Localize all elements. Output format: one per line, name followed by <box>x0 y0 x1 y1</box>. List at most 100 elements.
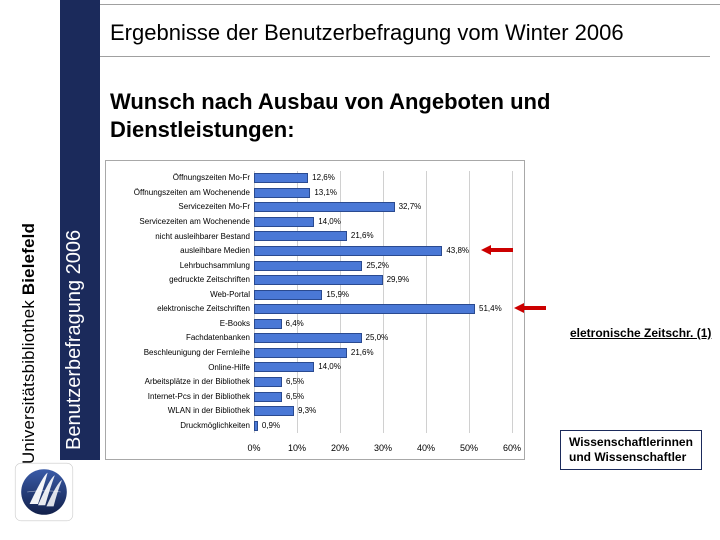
sidebar-vertical-text: Benutzerbefragung 2006 <box>63 230 85 450</box>
bar-chart: 12,6%13,1% 32,7% 14,0% 21,6% 43,8% 25,2%29,9%… <box>105 160 525 460</box>
bar-value-label: 12,6% <box>312 171 335 185</box>
plot-area: 12,6%13,1% 32,7% 14,0% 21,6% 43,8% 25,2%29,9%… <box>254 171 512 433</box>
x-tick-label: 40% <box>417 443 435 453</box>
page-title: Ergebnisse der Benutzerbefragung vom Win… <box>110 20 624 46</box>
y-tick-label: Servicezeiten Mo-Fr <box>110 200 250 214</box>
bar-row: 6,5% <box>254 389 512 404</box>
bar <box>254 173 308 183</box>
x-tick-label: 30% <box>374 443 392 453</box>
gridline <box>512 171 513 433</box>
x-tick-label: 10% <box>288 443 306 453</box>
bar-row: 21,6% <box>254 346 512 361</box>
y-tick-label: Öffnungszeiten am Wochenende <box>110 186 250 200</box>
y-tick-label: Öffnungszeiten Mo-Fr <box>110 171 250 185</box>
bar <box>254 377 282 387</box>
bar-row: 32,7% <box>254 200 512 215</box>
bar-value-label: 51,4% <box>479 302 502 316</box>
bar-row: 21,6% <box>254 229 512 244</box>
y-tick-label: ausleihbare Medien <box>110 244 250 258</box>
x-tick-label: 0% <box>247 443 260 453</box>
bar-row: 14,0% <box>254 360 512 375</box>
arrow-left-icon <box>514 303 524 313</box>
bar-value-label: 6,5% <box>286 390 304 404</box>
highlight-arrow-2 <box>514 303 546 313</box>
bar-value-label: 9,3% <box>298 404 316 418</box>
bar-row: 15,9% <box>254 287 512 302</box>
bar <box>254 275 383 285</box>
bar <box>254 231 347 241</box>
bar-row: 51,4% <box>254 302 512 317</box>
bar-value-label: 21,6% <box>351 346 374 360</box>
bar-row: 0,9% <box>254 418 512 433</box>
brand-text: Universitätsbibliothek Bielefeld <box>19 223 38 464</box>
bar-value-label: 25,2% <box>366 259 389 273</box>
slide-subtitle: Wunsch nach Ausbau von Angeboten und Die… <box>110 88 690 143</box>
bar-value-label: 14,0% <box>318 360 341 374</box>
bar <box>254 319 282 329</box>
bar-value-label: 6,4% <box>286 317 304 331</box>
bar-value-label: 29,9% <box>387 273 410 287</box>
slide: Ergebnisse der Benutzerbefragung vom Win… <box>0 0 720 540</box>
sidebar-vertical-text-wrap: Benutzerbefragung 2006 <box>60 170 100 460</box>
y-tick-label: Online-Hilfe <box>110 361 250 375</box>
x-tick-label: 50% <box>460 443 478 453</box>
x-tick-label: 20% <box>331 443 349 453</box>
bar <box>254 217 314 227</box>
bar <box>254 406 294 416</box>
bar-row: 13,1% <box>254 186 512 201</box>
bar-row: 9,3% <box>254 404 512 419</box>
y-tick-label: E-Books <box>110 317 250 331</box>
bar-value-label: 43,8% <box>446 244 469 258</box>
bar <box>254 333 362 343</box>
y-tick-label: nicht ausleihbarer Bestand <box>110 230 250 244</box>
y-tick-label: Arbeitsplätze in der Bibliothek <box>110 375 250 389</box>
bar-row: 43,8% <box>254 244 512 259</box>
bar <box>254 188 310 198</box>
bar-value-label: 21,6% <box>351 229 374 243</box>
header-underline <box>60 56 710 57</box>
bar-value-label: 14,0% <box>318 215 341 229</box>
y-tick-label: WLAN in der Bibliothek <box>110 404 250 418</box>
bar <box>254 304 475 314</box>
arrow-left-icon <box>481 245 491 255</box>
callout-wissenschaftler-box: Wissenschaftlerinnen und Wissenschaftler <box>560 430 702 470</box>
bar <box>254 362 314 372</box>
y-tick-label: Internet-Pcs in der Bibliothek <box>110 390 250 404</box>
arrow-shaft <box>491 248 513 252</box>
y-tick-label: Druckmöglichkeiten <box>110 419 250 433</box>
top-divider <box>60 4 720 5</box>
y-tick-label: Lehrbuchsammlung <box>110 259 250 273</box>
y-tick-label: Servicezeiten am Wochenende <box>110 215 250 229</box>
bar <box>254 421 258 431</box>
bar <box>254 392 282 402</box>
bar <box>254 246 442 256</box>
arrow-shaft <box>524 306 546 310</box>
bar-value-label: 32,7% <box>399 200 422 214</box>
callout-ezeitschr: eletronische Zeitschr. (1) <box>570 326 711 340</box>
brand-vertical: Universitätsbibliothek Bielefeld <box>10 58 58 438</box>
highlight-arrow-1 <box>481 245 513 255</box>
bar-row: 25,0% <box>254 331 512 346</box>
x-tick-label: 60% <box>503 443 521 453</box>
y-tick-label: Fachdatenbanken <box>110 331 250 345</box>
callout-line1: Wissenschaftlerinnen <box>569 435 693 449</box>
y-tick-label: elektronische Zeitschriften <box>110 302 250 316</box>
bar <box>254 290 322 300</box>
bar-row: 6,5% <box>254 375 512 390</box>
bar-value-label: 0,9% <box>262 419 280 433</box>
bar-row: 25,2% <box>254 258 512 273</box>
bar <box>254 261 362 271</box>
callout-line2: und Wissenschaftler <box>569 450 686 464</box>
bar <box>254 348 347 358</box>
bar-value-label: 25,0% <box>366 331 389 345</box>
y-tick-label: Beschleunigung der Fernleihe <box>110 346 250 360</box>
bar <box>254 202 395 212</box>
bar-value-label: 15,9% <box>326 288 349 302</box>
bar-row: 14,0% <box>254 215 512 230</box>
y-tick-label: gedruckte Zeitschriften <box>110 273 250 287</box>
bar-value-label: 6,5% <box>286 375 304 389</box>
library-logo-icon <box>14 462 74 522</box>
bar-value-label: 13,1% <box>314 186 337 200</box>
bar-row: 12,6% <box>254 171 512 186</box>
bar-row: 6,4% <box>254 317 512 332</box>
